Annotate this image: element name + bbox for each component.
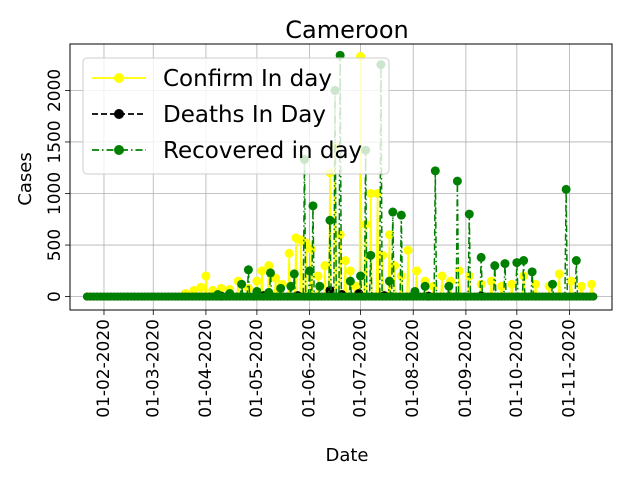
data-point <box>264 261 274 271</box>
data-point <box>486 276 496 286</box>
data-point <box>366 188 376 198</box>
legend-marker <box>114 109 124 119</box>
legend-label: Recovered in day <box>163 138 362 164</box>
data-point <box>388 207 398 217</box>
data-point <box>403 245 413 255</box>
data-point <box>476 279 486 289</box>
x-tick-label: 01-02-2020 <box>94 319 114 418</box>
data-point <box>340 256 350 266</box>
plot-frame <box>69 43 613 311</box>
data-point <box>284 248 294 258</box>
series-layer <box>82 50 598 301</box>
data-point <box>396 271 406 281</box>
data-point <box>464 209 474 219</box>
data-point <box>201 271 211 281</box>
data-point <box>213 290 223 300</box>
data-point <box>430 166 440 176</box>
data-point <box>286 281 296 291</box>
data-point <box>420 281 430 291</box>
x-tick-label: 01-04-2020 <box>196 319 216 418</box>
y-tick-label: 1500 <box>45 120 65 163</box>
data-point <box>566 276 576 286</box>
y-tick-label: 0 <box>45 291 65 302</box>
legend-box <box>82 57 390 175</box>
data-point <box>252 276 262 286</box>
data-point <box>384 230 394 240</box>
y-tick-label: 1000 <box>45 172 65 215</box>
data-point <box>252 286 262 296</box>
data-point <box>476 252 486 262</box>
x-tick-label: 01-09-2020 <box>456 319 476 418</box>
data-point <box>345 266 355 276</box>
x-tick-label: 01-06-2020 <box>300 319 320 418</box>
data-point <box>554 269 564 279</box>
data-point <box>305 266 315 276</box>
data-point <box>412 266 422 276</box>
legend-marker <box>114 73 124 83</box>
data-point <box>243 283 253 293</box>
data-point <box>325 215 335 225</box>
data-point <box>410 286 420 296</box>
data-point <box>276 283 286 293</box>
data-point <box>507 279 517 289</box>
legend-item: Confirm In day <box>92 66 332 92</box>
data-point <box>452 176 462 186</box>
data-point <box>437 271 447 281</box>
data-point <box>306 244 316 254</box>
data-point <box>527 267 537 277</box>
chart-title: Cameroon <box>285 16 409 44</box>
x-tick-label: 01-10-2020 <box>507 319 527 418</box>
data-point <box>576 281 586 291</box>
data-point <box>289 269 299 279</box>
data-point <box>308 201 318 211</box>
data-point <box>571 256 581 266</box>
data-point <box>512 258 522 268</box>
data-point <box>265 268 275 278</box>
data-point <box>264 287 274 297</box>
data-point <box>315 281 325 291</box>
axes: 01-02-2020 01-03-2020 01-04-2020 01-05-2020… <box>45 69 580 418</box>
data-point <box>243 265 253 275</box>
data-point <box>490 261 500 271</box>
data-point <box>196 282 206 292</box>
legend-label: Confirm In day <box>163 66 332 92</box>
baseline-marker <box>589 292 598 301</box>
data-point <box>561 184 571 194</box>
y-tick-label: 2000 <box>45 69 65 112</box>
data-point <box>313 271 323 281</box>
x-tick-label: 01-11-2020 <box>560 319 580 418</box>
y-tick-label: 500 <box>45 229 65 261</box>
data-point <box>444 281 454 291</box>
data-point <box>335 230 345 240</box>
x-tick-label: 01-03-2020 <box>143 319 163 418</box>
data-point <box>587 279 597 289</box>
legend-item: Recovered in day <box>92 138 362 164</box>
data-point <box>237 279 247 289</box>
legend-marker <box>114 145 124 155</box>
data-point <box>500 259 510 269</box>
data-point <box>384 276 394 286</box>
data-point <box>396 210 406 220</box>
data-point <box>356 271 366 281</box>
data-point <box>464 271 474 281</box>
data-point <box>257 266 267 276</box>
data-point <box>366 250 376 260</box>
legend-label: Deaths In Day <box>163 102 326 128</box>
data-point <box>345 276 355 286</box>
y-axis-label: Cases <box>15 152 36 205</box>
x-tick-label: 01-05-2020 <box>247 319 267 418</box>
data-point <box>548 279 558 289</box>
x-tick-label: 01-08-2020 <box>403 319 423 418</box>
x-tick-label: 01-07-2020 <box>351 319 371 418</box>
data-point <box>519 256 529 266</box>
data-point <box>320 261 330 271</box>
x-axis-label: Date <box>325 445 368 466</box>
legend-item: Deaths In Day <box>92 102 326 128</box>
data-point <box>225 289 235 299</box>
legend: Confirm In day Deaths In Day Recovered in … <box>82 57 390 175</box>
